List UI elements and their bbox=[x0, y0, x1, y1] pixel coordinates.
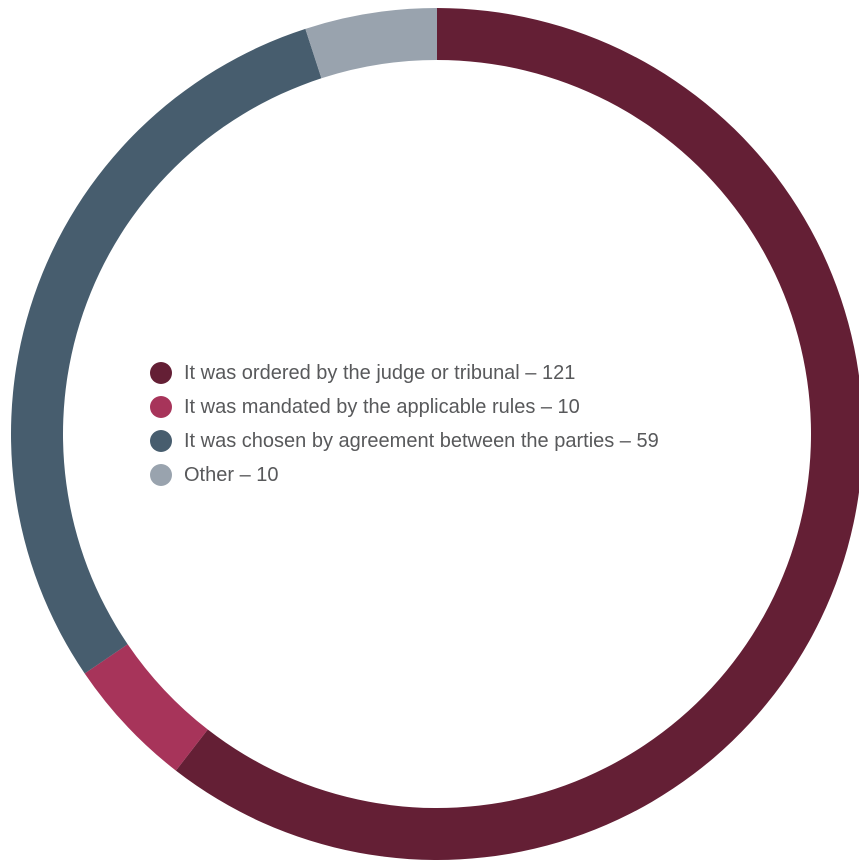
legend-item-other: Other – 10 bbox=[150, 464, 659, 486]
donut-slice-other bbox=[305, 8, 437, 79]
chart-legend: It was ordered by the judge or tribunal … bbox=[150, 362, 659, 498]
legend-swatch-mandated bbox=[150, 396, 172, 418]
donut-slice-ordered bbox=[175, 8, 859, 860]
legend-swatch-agreement bbox=[150, 430, 172, 452]
legend-item-ordered: It was ordered by the judge or tribunal … bbox=[150, 362, 659, 384]
legend-swatch-other bbox=[150, 464, 172, 486]
legend-label-mandated: It was mandated by the applicable rules … bbox=[184, 396, 580, 418]
legend-label-agreement: It was chosen by agreement between the p… bbox=[184, 430, 659, 452]
legend-item-mandated: It was mandated by the applicable rules … bbox=[150, 396, 659, 418]
legend-label-other: Other – 10 bbox=[184, 464, 279, 486]
donut-slice-mandated bbox=[84, 644, 208, 771]
legend-item-agreement: It was chosen by agreement between the p… bbox=[150, 430, 659, 452]
legend-swatch-ordered bbox=[150, 362, 172, 384]
donut-slice-agreement bbox=[10, 28, 322, 674]
donut-slices bbox=[10, 8, 859, 860]
legend-label-ordered: It was ordered by the judge or tribunal … bbox=[184, 362, 576, 384]
